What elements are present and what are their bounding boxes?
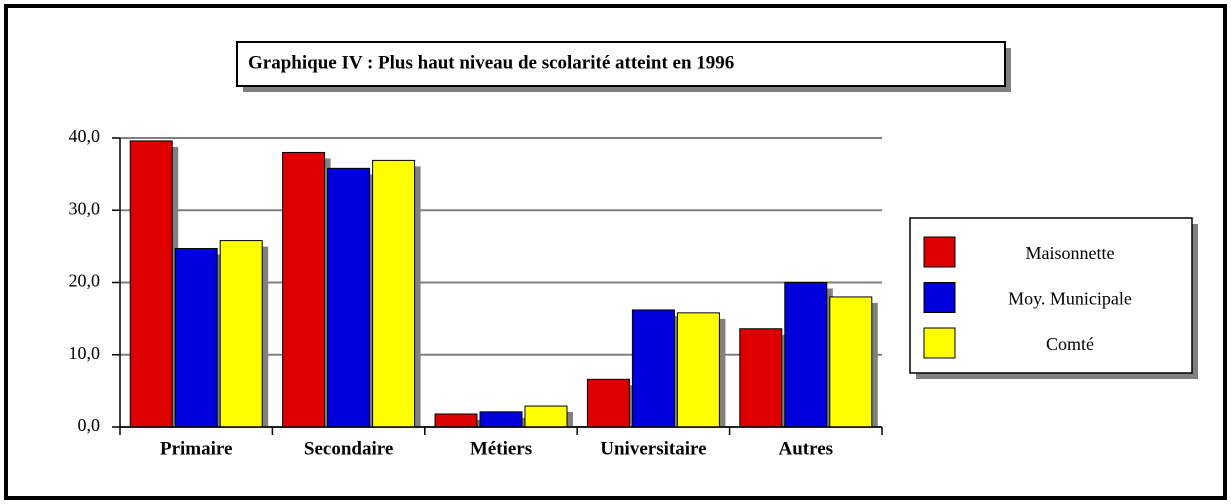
title-box [236,41,1006,87]
bar [829,296,873,428]
y-tick-label: 30,0 [69,198,101,218]
bar [219,240,263,428]
chart-title: Graphique IV : Plus haut niveau de scola… [248,52,734,73]
y-tick-label: 20,0 [69,271,101,291]
x-tick-label: Métiers [470,438,532,459]
bar [282,151,326,428]
bar [434,413,478,428]
bar [676,312,720,428]
bar [372,159,416,428]
y-tick-label: 0,0 [78,415,101,435]
bar [739,328,783,428]
x-tick-label: Secondaire [304,438,393,459]
legend-box [909,217,1193,374]
bar [524,405,568,428]
bar [174,248,218,428]
legend-label: Comté [1046,334,1094,354]
legend-swatch [923,282,956,313]
bar [586,378,630,428]
x-tick-label: Primaire [160,438,232,459]
bar [784,282,828,428]
legend-label: Maisonnette [1026,243,1115,263]
x-tick-label: Universitaire [600,438,706,459]
legend-swatch [923,236,956,268]
bar [479,411,523,428]
y-tick-label: 10,0 [69,343,101,363]
legend-label: Moy. Municipale [1008,289,1132,309]
bar [129,140,173,428]
bar [327,167,371,428]
bar [631,309,675,428]
legend-swatch [923,327,956,359]
y-tick-label: 40,0 [69,126,101,146]
x-tick-label: Autres [779,438,834,459]
